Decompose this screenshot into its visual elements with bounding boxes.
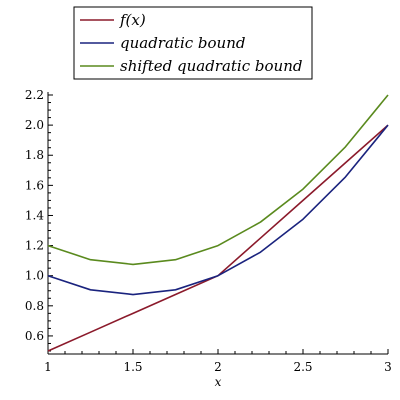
y-tick-label: 1.2 [25, 239, 44, 253]
plot-area [47, 94, 389, 352]
y-tick-label: 2.2 [25, 88, 44, 102]
x-tick-label: 2 [214, 360, 222, 374]
axes: 1 1.5 2 2.5 3 0.6 0.8 1.0 1.2 1.4 1.6 1.8 2.0 2.2 [25, 88, 392, 374]
y-tick-label: 2.0 [25, 118, 44, 132]
x-tick-label: 2.5 [293, 360, 312, 374]
y-tick-label: 1.8 [25, 148, 44, 162]
legend-entry-1: f(x) [119, 11, 146, 29]
y-tick-label: 0.8 [25, 299, 44, 313]
legend-entry-2: quadratic bound [120, 34, 245, 52]
x-axis-label: x [215, 375, 222, 389]
y-tick-label: 1.4 [25, 208, 44, 222]
legend-entry-3: shifted quadratic bound [120, 57, 302, 75]
x-tick-label: 1.5 [123, 360, 142, 374]
series-line-3 [47, 94, 389, 266]
y-tick-label: 1.0 [25, 269, 44, 283]
series-line-2 [47, 124, 389, 296]
y-tick-label: 0.6 [25, 329, 44, 343]
y-tick-label: 1.6 [25, 178, 44, 192]
x-tick-label: 3 [384, 360, 392, 374]
x-tick-label: 1 [44, 360, 52, 374]
legend: f(x) quadratic bound shifted quadratic bou… [73, 6, 313, 80]
series-line-1 [47, 124, 389, 352]
